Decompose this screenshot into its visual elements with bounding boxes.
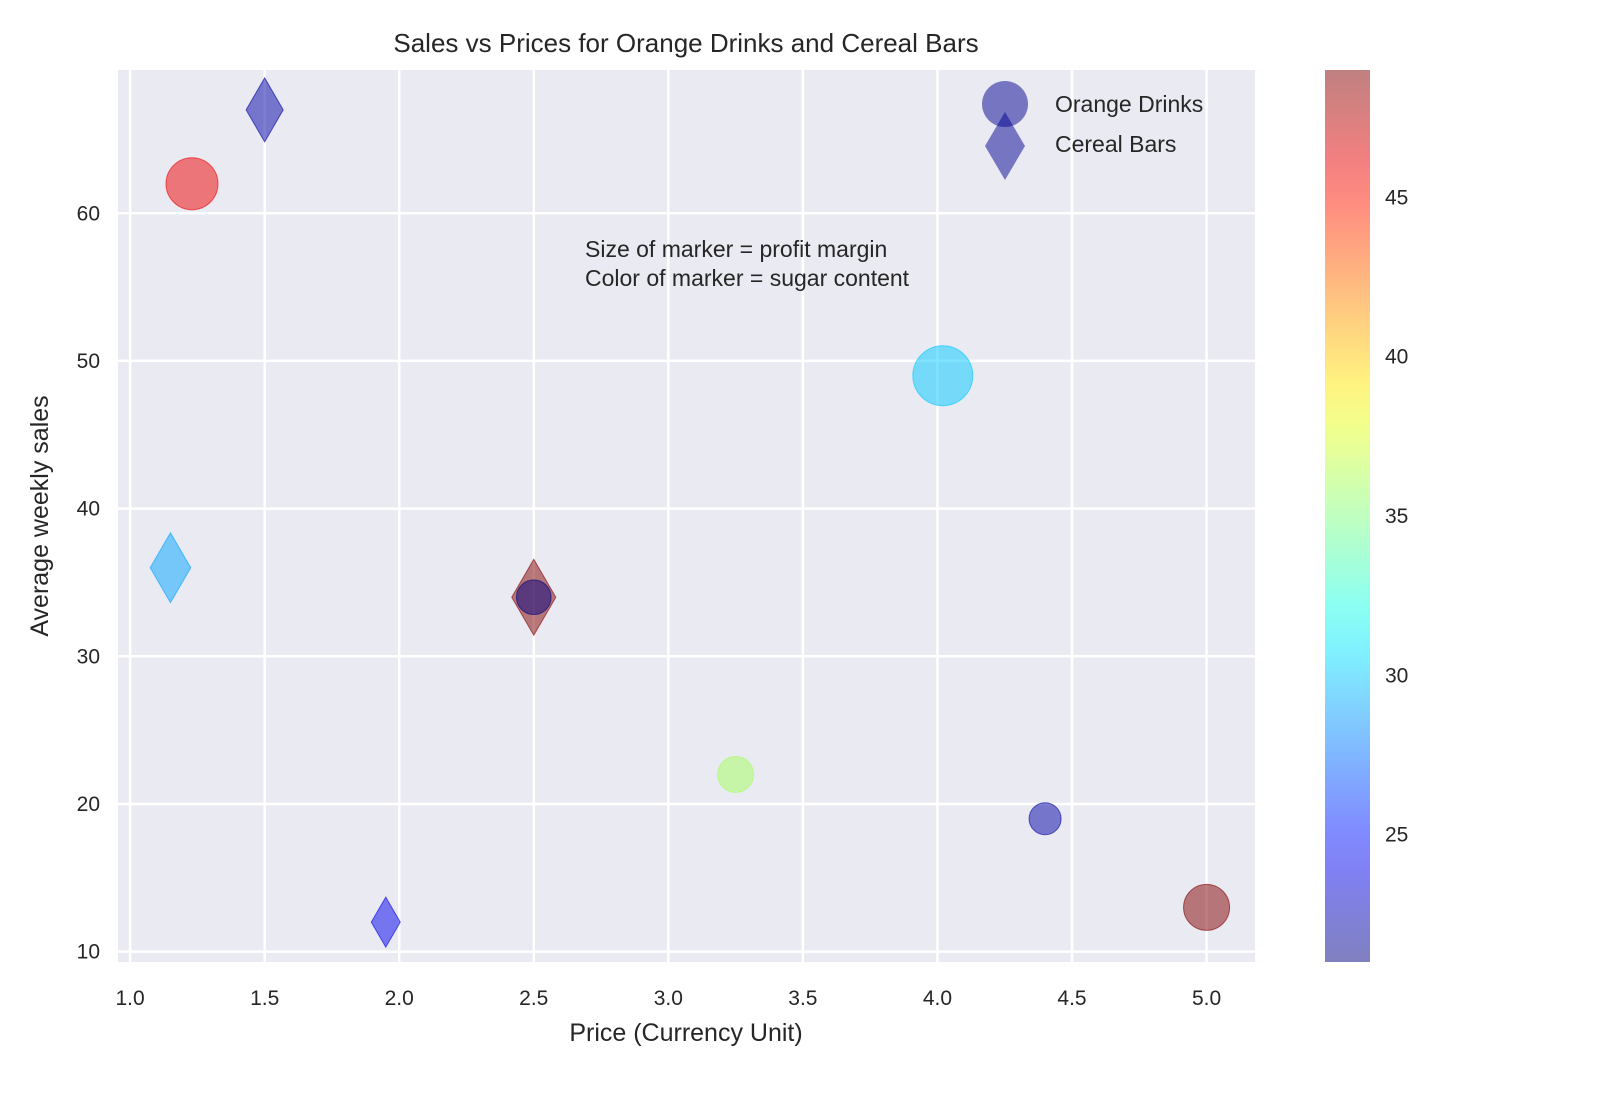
colorbar-tick-label: 40 bbox=[1385, 346, 1408, 369]
annotation-line-1: Size of marker = profit margin bbox=[585, 236, 887, 262]
grid bbox=[118, 70, 1255, 962]
cereal-bars-point bbox=[370, 896, 401, 949]
plot-area bbox=[118, 70, 1255, 962]
y-tick-label: 20 bbox=[77, 793, 100, 816]
x-tick-label: 2.0 bbox=[385, 987, 414, 1010]
orange-drinks-point bbox=[515, 579, 552, 616]
x-axis-label: Price (Currency Unit) bbox=[569, 1019, 802, 1047]
x-tick-label: 2.5 bbox=[519, 987, 548, 1010]
x-ticks: 1.0 1.5 2.0 2.5 3.0 3.5 4.0 4.5 5.0 bbox=[116, 987, 1222, 1010]
x-tick-label: 4.0 bbox=[923, 987, 952, 1010]
x-tick-label: 3.5 bbox=[788, 987, 817, 1010]
chart-title: Sales vs Prices for Orange Drinks and Ce… bbox=[393, 28, 978, 58]
x-tick-label: 5.0 bbox=[1192, 987, 1221, 1010]
data-points bbox=[149, 76, 1231, 949]
y-axis-label: Average weekly sales bbox=[26, 395, 54, 636]
legend-marker-cereal-bars bbox=[985, 112, 1025, 180]
orange-drinks-point bbox=[165, 157, 219, 211]
annotation-line-2: Color of marker = sugar content bbox=[585, 265, 910, 291]
colorbar-tick-label: 35 bbox=[1385, 505, 1408, 528]
x-tick-label: 4.5 bbox=[1057, 987, 1086, 1010]
y-ticks: 10 20 30 40 50 60 bbox=[77, 202, 100, 963]
y-tick-label: 60 bbox=[77, 202, 100, 225]
orange-drinks-point bbox=[912, 345, 974, 407]
cereal-bars-point bbox=[149, 531, 192, 604]
colorbar-tick-label: 25 bbox=[1385, 824, 1408, 847]
legend-marker-orange-drinks bbox=[982, 81, 1028, 127]
x-tick-label: 1.5 bbox=[250, 987, 279, 1010]
x-tick-label: 3.0 bbox=[654, 987, 683, 1010]
colorbar-tick-label: 45 bbox=[1385, 186, 1408, 209]
cereal-bars-point bbox=[245, 76, 284, 143]
x-tick-label: 1.0 bbox=[116, 987, 145, 1010]
legend: Orange Drinks Cereal Bars bbox=[982, 81, 1203, 180]
legend-label-cereal-bars: Cereal Bars bbox=[1055, 131, 1176, 157]
orange-drinks-point bbox=[717, 755, 755, 793]
y-tick-label: 50 bbox=[77, 350, 100, 373]
orange-drinks-point bbox=[1183, 883, 1231, 931]
y-tick-label: 40 bbox=[77, 498, 100, 521]
colorbar-ticks: 25 30 35 40 45 bbox=[1385, 186, 1408, 846]
legend-label-orange-drinks: Orange Drinks bbox=[1055, 91, 1203, 117]
colorbar-tick-label: 30 bbox=[1385, 664, 1408, 687]
colorbar bbox=[1325, 70, 1370, 962]
orange-drinks-point bbox=[1028, 802, 1062, 836]
y-tick-label: 30 bbox=[77, 645, 100, 668]
y-tick-label: 10 bbox=[77, 941, 100, 964]
